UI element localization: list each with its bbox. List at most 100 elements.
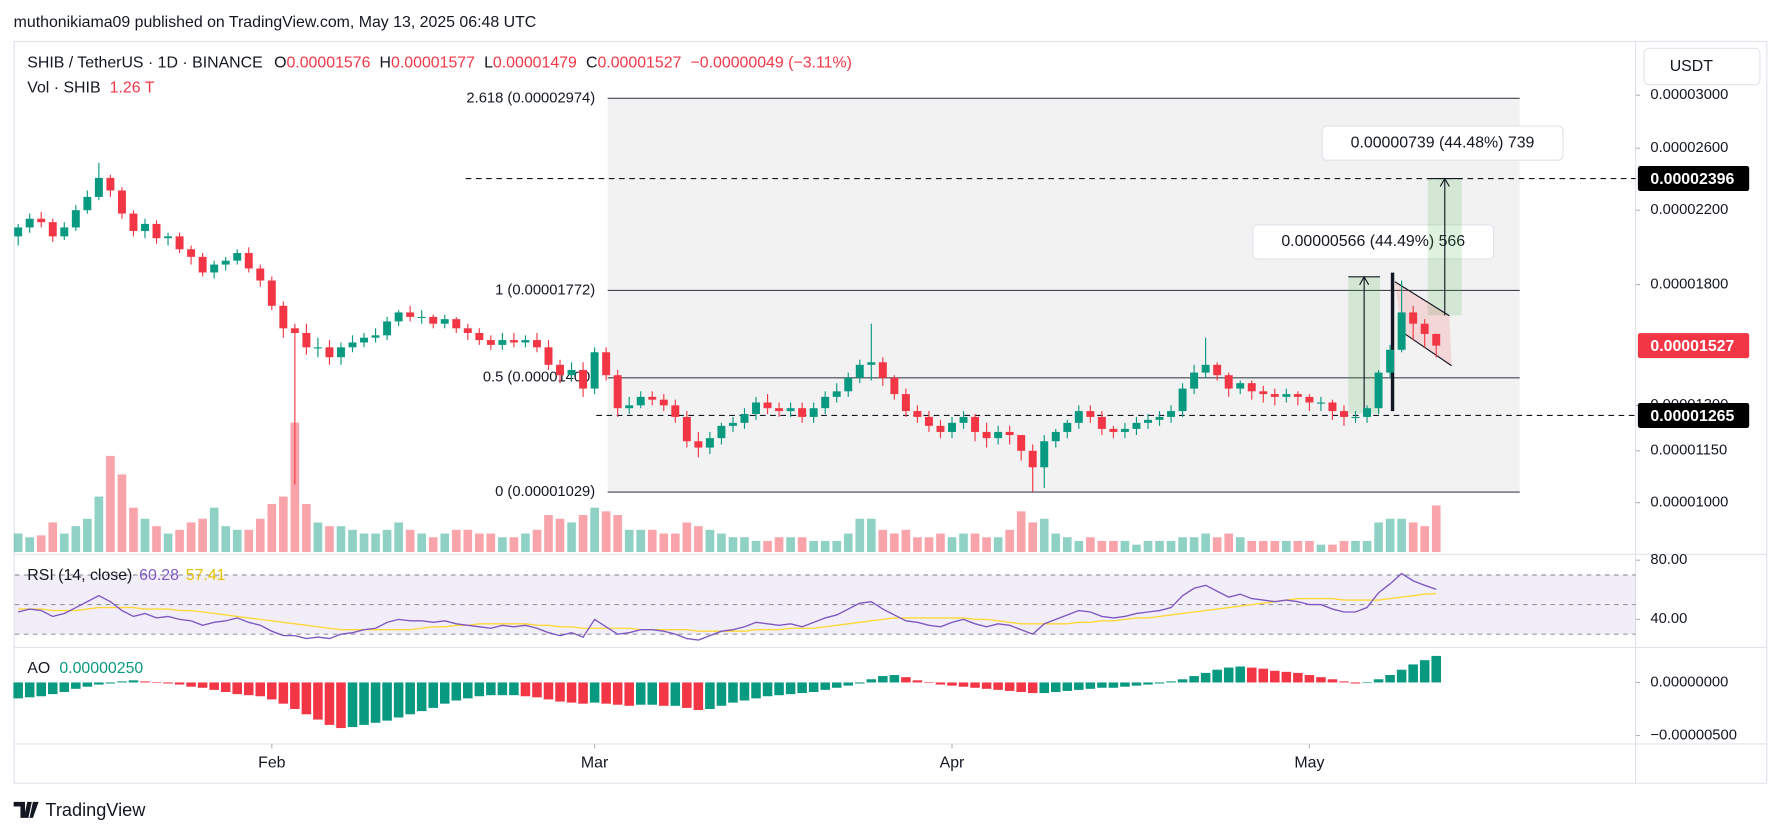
volume-bar <box>1339 540 1349 553</box>
ao-tick-label: 0.00000000 <box>1650 674 1728 690</box>
volume-bar <box>428 537 438 553</box>
volume-bar <box>1097 540 1107 553</box>
candle-body <box>1270 394 1279 397</box>
candle-body <box>498 340 507 345</box>
ao-bar <box>958 682 969 687</box>
ao-bar <box>1131 682 1142 686</box>
ohlc-value: 0.00001576 <box>286 55 370 72</box>
candle-body <box>613 375 622 409</box>
candle-body <box>1340 411 1348 417</box>
candle-body <box>556 364 565 376</box>
ao-bar <box>497 682 508 696</box>
ao-bar <box>451 682 462 701</box>
ao-bar <box>751 682 761 699</box>
candle-body <box>175 236 184 250</box>
volume-bar <box>175 529 184 553</box>
ao-bar <box>728 682 738 703</box>
ao-bar <box>1235 666 1245 683</box>
x-tick-label: Feb <box>258 754 286 771</box>
volume-bar <box>1016 511 1026 553</box>
candle-body <box>982 431 991 439</box>
candle-body <box>798 408 807 417</box>
candle-body <box>890 377 899 395</box>
volume-bar <box>451 529 461 553</box>
byline: muthonikiama09 published on TradingView.… <box>14 14 537 31</box>
volume-bar <box>682 522 692 553</box>
candle-body <box>659 399 668 406</box>
ao-bar <box>36 682 47 697</box>
ohlc-key: H <box>380 55 391 72</box>
volume-bar <box>670 533 680 553</box>
ao-bar <box>393 682 404 718</box>
ao-bar <box>1108 682 1119 688</box>
candle-body <box>775 408 784 412</box>
candle-body <box>279 305 288 329</box>
volume-bar <box>809 540 818 553</box>
ao-bar <box>1154 682 1165 684</box>
ao-value: 0.00000250 <box>59 660 143 677</box>
candle-body <box>1432 333 1441 346</box>
ao-bar <box>1293 672 1303 683</box>
candle-body <box>1293 394 1302 397</box>
candle-body <box>705 438 714 448</box>
ao-bar <box>347 682 358 728</box>
ao-bar <box>1097 682 1107 688</box>
volume-bar <box>624 529 634 553</box>
measure-label-box <box>1252 224 1495 260</box>
ao-bar <box>1050 682 1061 692</box>
currency-button-label[interactable]: USDT <box>1670 58 1714 75</box>
volume-bar <box>1039 518 1049 553</box>
volume-bar <box>405 529 415 553</box>
currency-button[interactable] <box>1643 47 1761 86</box>
candle-body <box>1132 422 1141 429</box>
volume-bar <box>83 518 92 553</box>
candle-body <box>290 328 299 333</box>
candle-body <box>1386 349 1395 373</box>
volume-bar <box>1086 537 1095 553</box>
candle-body <box>948 422 956 432</box>
measure-label: 0.00000566 (44.49%) 566 <box>1281 233 1465 250</box>
ao-bar <box>981 682 992 689</box>
candle-body <box>844 377 853 392</box>
candle-body <box>602 352 611 376</box>
volume-bar <box>866 518 876 553</box>
candle-body <box>371 335 380 338</box>
ao-bar <box>255 682 266 697</box>
ao-bar <box>1200 672 1211 683</box>
ao-bar <box>1166 681 1176 683</box>
candle-body <box>83 196 92 211</box>
candle-body <box>129 213 138 231</box>
rsi-ma-line <box>18 592 1437 632</box>
ao-bar <box>624 682 634 706</box>
ao-bar <box>1385 675 1395 683</box>
ao-bar <box>59 682 70 692</box>
candle-body <box>809 408 818 417</box>
ao-bar <box>324 682 335 725</box>
volume-bar <box>1258 540 1268 553</box>
y-tick-label: 0.00001800 <box>1650 277 1728 293</box>
candle-body <box>267 280 276 306</box>
candle-body <box>994 431 1003 439</box>
ao-bar <box>382 682 392 721</box>
candle-body <box>832 391 841 397</box>
ao-bar <box>1270 670 1280 683</box>
volume-bar <box>855 518 865 553</box>
volume-bar <box>382 529 392 553</box>
candle-body <box>867 362 876 365</box>
fib-label: 1 (0.00001772) <box>495 282 595 298</box>
ao-bar <box>1212 669 1222 683</box>
volume-bar <box>797 537 807 553</box>
volume-bar <box>717 533 726 553</box>
ao-bar <box>336 682 346 729</box>
candle-body <box>740 413 749 423</box>
ao-bar <box>1316 677 1326 683</box>
candle-body <box>1409 312 1418 324</box>
brand-name: TradingView <box>45 800 146 820</box>
volume-bar <box>982 537 991 553</box>
volume-bar <box>1270 540 1280 553</box>
ao-bar <box>935 682 946 685</box>
ao-bar <box>566 682 577 703</box>
candle-body <box>106 177 115 191</box>
candle-body <box>786 408 795 412</box>
candle-body <box>1017 435 1026 451</box>
